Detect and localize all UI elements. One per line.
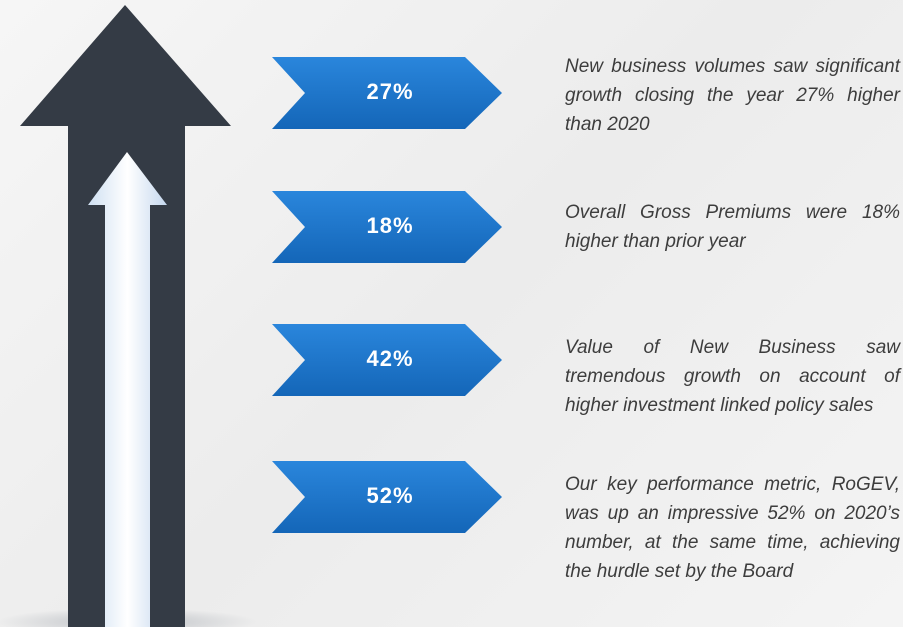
description: Value of New Business saw tremendous gro… [565, 333, 900, 420]
description: Overall Gross Premiums were 18% higher t… [565, 198, 900, 256]
infographic: 27% New business volumes saw significant … [0, 0, 903, 627]
badge: 42% [320, 346, 460, 372]
description: Our key performance metric, RoGEV, was u… [565, 470, 900, 586]
badge: 27% [320, 79, 460, 105]
badge: 52% [320, 483, 460, 509]
badge: 18% [320, 213, 460, 239]
description: New business volumes saw significant gro… [565, 52, 900, 139]
